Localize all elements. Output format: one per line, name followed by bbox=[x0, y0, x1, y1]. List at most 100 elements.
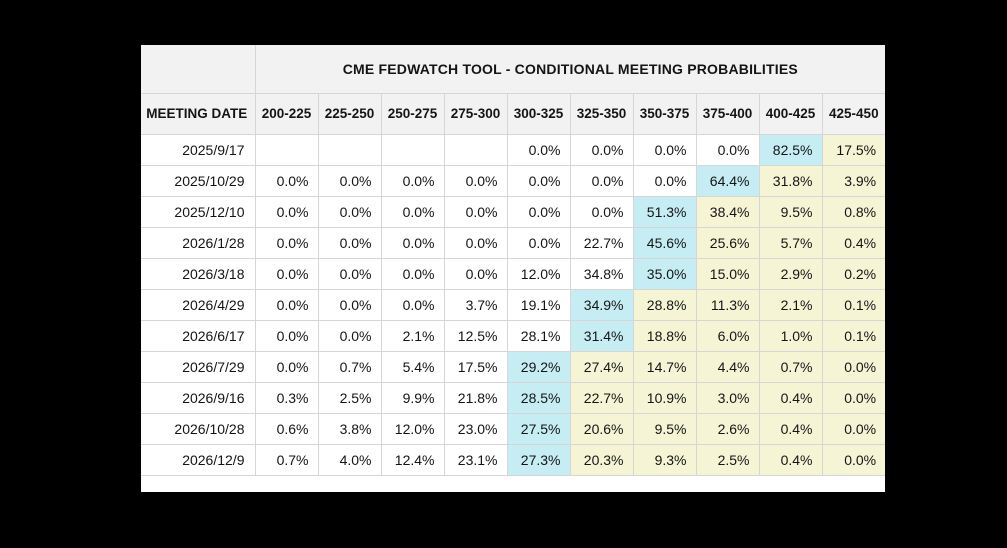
probability-cell: 0.0% bbox=[822, 382, 886, 414]
probability-cell: 0.0% bbox=[318, 165, 382, 197]
probability-cell: 12.5% bbox=[444, 320, 508, 352]
probability-cell: 0.0% bbox=[255, 289, 319, 321]
meeting-date-header: MEETING DATE bbox=[141, 93, 256, 135]
probability-cell: 11.3% bbox=[696, 289, 760, 321]
table-row: 2025/9/17 0.0% 0.0% 0.0% 0.0% 82.5% 17.5% bbox=[141, 134, 886, 166]
probability-cell: 10.9% bbox=[633, 382, 697, 414]
table-row: 2026/9/16 0.3% 2.5% 9.9% 21.8% 28.5% 22.7% 10.9… bbox=[141, 382, 886, 414]
blank-corner-cell bbox=[141, 45, 256, 94]
probability-cell: 0.0% bbox=[381, 289, 445, 321]
probability-cell: 28.1% bbox=[507, 320, 571, 352]
probability-cell: 4.4% bbox=[696, 351, 760, 383]
table-row: 2026/6/17 0.0% 0.0% 2.1% 12.5% 28.1% 31.4% 18.8… bbox=[141, 320, 886, 352]
column-header: 225-250 bbox=[318, 93, 382, 135]
table-row: 2026/3/18 0.0% 0.0% 0.0% 0.0% 12.0% 34.8% 35.0%… bbox=[141, 258, 886, 290]
table-title: CME FEDWATCH TOOL - CONDITIONAL MEETING … bbox=[255, 45, 886, 94]
probability-cell bbox=[444, 134, 508, 166]
probability-cell: 0.0% bbox=[255, 258, 319, 290]
column-header: 325-350 bbox=[570, 93, 634, 135]
column-header: 350-375 bbox=[633, 93, 697, 135]
probability-cell: 0.0% bbox=[318, 227, 382, 259]
probability-cell: 3.0% bbox=[696, 382, 760, 414]
probability-cell: 0.0% bbox=[318, 258, 382, 290]
fedwatch-probabilities-table: CME FEDWATCH TOOL - CONDITIONAL MEETING … bbox=[141, 45, 886, 492]
probability-cell: 0.1% bbox=[822, 320, 886, 352]
probability-cell: 0.4% bbox=[759, 413, 823, 445]
probability-cell: 31.8% bbox=[759, 165, 823, 197]
probability-cell: 22.7% bbox=[570, 382, 634, 414]
probability-cell: 0.7% bbox=[759, 351, 823, 383]
probability-cell: 35.0% bbox=[633, 258, 697, 290]
probability-cell: 2.5% bbox=[318, 382, 382, 414]
probability-cell: 0.7% bbox=[255, 444, 319, 476]
column-header: 375-400 bbox=[696, 93, 760, 135]
probability-cell: 12.0% bbox=[507, 258, 571, 290]
title-row: CME FEDWATCH TOOL - CONDITIONAL MEETING … bbox=[141, 45, 886, 94]
probability-cell: 17.5% bbox=[822, 134, 886, 166]
probability-cell: 29.2% bbox=[507, 351, 571, 383]
table-row: 2025/10/29 0.0% 0.0% 0.0% 0.0% 0.0% 0.0% 0.0% 64… bbox=[141, 165, 886, 197]
probability-cell: 0.4% bbox=[822, 227, 886, 259]
probability-cell: 64.4% bbox=[696, 165, 760, 197]
probability-cell: 9.9% bbox=[381, 382, 445, 414]
probability-cell: 2.1% bbox=[759, 289, 823, 321]
meeting-date-cell: 2026/12/9 bbox=[141, 444, 256, 476]
probability-cell: 9.3% bbox=[633, 444, 697, 476]
probability-cell: 3.9% bbox=[822, 165, 886, 197]
probability-cell: 0.2% bbox=[822, 258, 886, 290]
meeting-date-cell: 2026/4/29 bbox=[141, 289, 256, 321]
probability-cell: 5.4% bbox=[381, 351, 445, 383]
probability-cell: 0.0% bbox=[444, 227, 508, 259]
probability-cell: 0.0% bbox=[507, 227, 571, 259]
probability-cell: 0.0% bbox=[696, 134, 760, 166]
probability-cell: 0.0% bbox=[444, 165, 508, 197]
probability-cell: 0.0% bbox=[381, 196, 445, 228]
probability-cell: 0.0% bbox=[507, 165, 571, 197]
probability-cell: 0.0% bbox=[381, 165, 445, 197]
probability-cell: 23.0% bbox=[444, 413, 508, 445]
probability-cell: 12.4% bbox=[381, 444, 445, 476]
probability-cell: 20.3% bbox=[570, 444, 634, 476]
probability-cell: 2.5% bbox=[696, 444, 760, 476]
probability-cell: 0.0% bbox=[255, 320, 319, 352]
probability-cell: 38.4% bbox=[696, 196, 760, 228]
probability-cell: 0.3% bbox=[255, 382, 319, 414]
probability-cell: 0.0% bbox=[444, 258, 508, 290]
probability-cell: 14.7% bbox=[633, 351, 697, 383]
probability-cell: 0.0% bbox=[822, 444, 886, 476]
meeting-date-cell: 2026/10/28 bbox=[141, 413, 256, 445]
probability-cell: 2.6% bbox=[696, 413, 760, 445]
probability-cell: 3.8% bbox=[318, 413, 382, 445]
probability-cell: 2.1% bbox=[381, 320, 445, 352]
meeting-date-cell: 2026/6/17 bbox=[141, 320, 256, 352]
probability-cell: 9.5% bbox=[759, 196, 823, 228]
table-row: 2026/4/29 0.0% 0.0% 0.0% 3.7% 19.1% 34.9% 28.8%… bbox=[141, 289, 886, 321]
probability-cell: 31.4% bbox=[570, 320, 634, 352]
probability-cell: 0.0% bbox=[570, 134, 634, 166]
probability-cell: 25.6% bbox=[696, 227, 760, 259]
meeting-date-cell: 2026/1/28 bbox=[141, 227, 256, 259]
probability-cell: 17.5% bbox=[444, 351, 508, 383]
column-header: 425-450 bbox=[822, 93, 886, 135]
probability-cell: 23.1% bbox=[444, 444, 508, 476]
probability-cell: 0.0% bbox=[255, 165, 319, 197]
probability-cell: 0.0% bbox=[444, 196, 508, 228]
meeting-date-cell: 2026/7/29 bbox=[141, 351, 256, 383]
probability-cell: 34.8% bbox=[570, 258, 634, 290]
meeting-date-cell: 2025/10/29 bbox=[141, 165, 256, 197]
probability-cell: 27.3% bbox=[507, 444, 571, 476]
probability-cell: 0.0% bbox=[381, 227, 445, 259]
meeting-date-cell: 2026/9/16 bbox=[141, 382, 256, 414]
probability-cell: 28.5% bbox=[507, 382, 571, 414]
probability-cell: 19.1% bbox=[507, 289, 571, 321]
probability-cell: 6.0% bbox=[696, 320, 760, 352]
probability-cell bbox=[318, 134, 382, 166]
probability-cell: 20.6% bbox=[570, 413, 634, 445]
table-row: 2026/1/28 0.0% 0.0% 0.0% 0.0% 0.0% 22.7% 45.6% 2… bbox=[141, 227, 886, 259]
table-row: 2025/12/10 0.0% 0.0% 0.0% 0.0% 0.0% 0.0% 51.3% 3… bbox=[141, 196, 886, 228]
probability-cell: 0.0% bbox=[822, 413, 886, 445]
probability-cell: 0.0% bbox=[570, 165, 634, 197]
meeting-date-cell: 2025/12/10 bbox=[141, 196, 256, 228]
probability-cell: 0.0% bbox=[381, 258, 445, 290]
probability-cell: 0.0% bbox=[318, 289, 382, 321]
